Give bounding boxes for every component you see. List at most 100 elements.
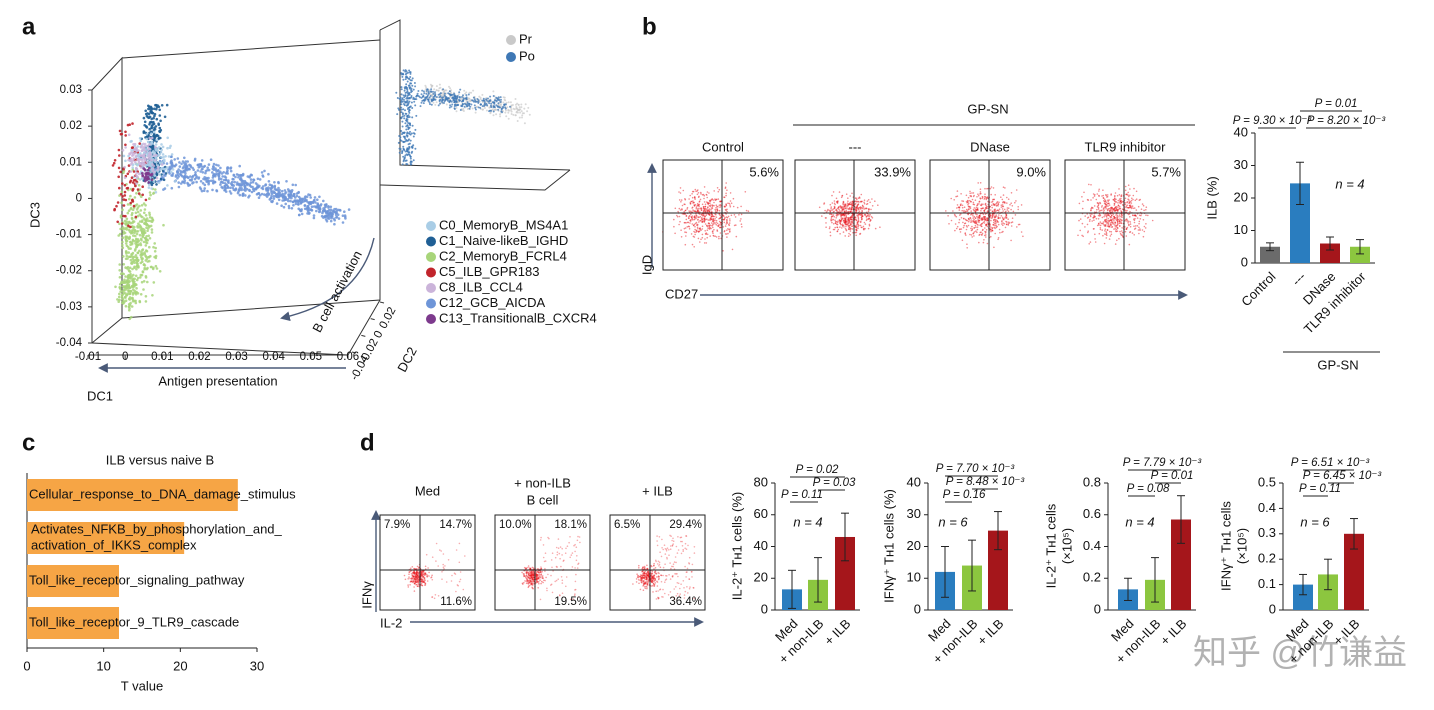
cell-point	[307, 212, 311, 215]
cell-point	[255, 193, 259, 196]
cell-point	[715, 219, 718, 222]
cell-point	[465, 96, 468, 99]
cell-point	[123, 219, 127, 223]
cell-point	[836, 201, 838, 203]
cell-point	[1100, 222, 1103, 225]
cell-point	[405, 83, 408, 86]
cell-point	[268, 183, 272, 186]
cell-point	[696, 202, 699, 205]
cell-point	[144, 198, 148, 202]
cell-point	[152, 281, 156, 284]
cell-point	[1124, 197, 1127, 200]
cell-point	[695, 206, 698, 209]
cell-point	[956, 190, 959, 192]
cell-point	[703, 186, 706, 188]
cell-point	[869, 214, 871, 216]
cell-point	[133, 196, 137, 199]
cell-point	[691, 193, 693, 195]
cell-point	[986, 217, 989, 220]
cell-point	[410, 82, 413, 85]
cell-point	[302, 200, 306, 203]
cell-point	[979, 188, 982, 190]
cell-point	[849, 220, 851, 223]
cell-point	[174, 174, 178, 177]
cell-point	[406, 149, 409, 152]
cell-point	[1126, 201, 1128, 204]
cell-point	[437, 104, 440, 107]
cell-point	[871, 205, 874, 207]
cell-point	[706, 196, 708, 199]
y-tick-label: 0.03	[60, 84, 82, 96]
cell-point	[1091, 220, 1093, 222]
cell-point	[160, 163, 164, 166]
cell-point	[1094, 241, 1097, 243]
cell-point	[289, 199, 292, 203]
cell-point	[966, 243, 968, 245]
cell-point	[143, 145, 146, 148]
cell-point	[148, 197, 151, 200]
cell-point	[125, 222, 128, 226]
cell-point	[329, 208, 333, 211]
cell-point	[845, 193, 848, 195]
cell-point	[693, 246, 695, 248]
cell-point	[1108, 202, 1110, 205]
cell-point	[713, 228, 715, 231]
cell-point	[142, 233, 145, 237]
cell-point	[1129, 194, 1131, 197]
cell-point	[121, 240, 124, 244]
cell-point	[203, 187, 206, 190]
legend-swatch	[426, 236, 436, 247]
cell-point	[121, 290, 124, 293]
cell-point	[439, 92, 442, 95]
cell-point	[1127, 184, 1130, 186]
cell-point	[123, 194, 127, 197]
cell-point	[454, 96, 457, 98]
cell-point	[223, 182, 227, 185]
cell-point	[1102, 197, 1105, 199]
legend-label: C0_MemoryB_MS4A1	[439, 217, 568, 232]
cell-point	[995, 226, 998, 229]
cell-point	[1097, 218, 1100, 220]
cell-point	[314, 205, 318, 208]
cell-point	[829, 210, 832, 213]
cell-point	[154, 191, 158, 194]
cell-point	[998, 208, 1001, 210]
cell-point	[184, 171, 187, 175]
cell-point	[240, 181, 244, 185]
cell-point	[408, 91, 410, 94]
cell-point	[481, 105, 484, 108]
cell-point	[143, 266, 146, 270]
cell-point	[845, 228, 847, 231]
cell-point	[121, 293, 125, 296]
cell-point	[462, 110, 465, 112]
cell-point	[967, 224, 970, 227]
cell-point	[125, 187, 129, 190]
cell-point	[840, 217, 843, 219]
cell-point	[701, 225, 704, 228]
cell-point	[997, 237, 1000, 239]
cell-point	[999, 231, 1001, 234]
cell-point	[142, 164, 145, 167]
cell-point	[143, 120, 147, 124]
cell-point	[1142, 204, 1145, 207]
cell-point	[150, 220, 154, 223]
cell-point	[154, 156, 158, 159]
cell-point	[409, 86, 412, 89]
cell-point	[1119, 232, 1122, 235]
cell-point	[1143, 230, 1146, 233]
cell-point	[153, 159, 157, 162]
cell-point	[1090, 207, 1092, 210]
cell-point	[520, 110, 523, 113]
cell-point	[681, 208, 683, 211]
cell-point	[122, 214, 125, 218]
cell-point	[832, 218, 835, 221]
cell-point	[502, 105, 505, 108]
cell-point	[224, 176, 228, 179]
cell-point	[159, 150, 163, 154]
cell-point	[687, 217, 690, 219]
cell-point	[495, 96, 498, 99]
cell-point	[139, 209, 143, 212]
cell-point	[155, 176, 159, 180]
cell-point	[453, 107, 456, 110]
cell-point	[176, 172, 179, 175]
